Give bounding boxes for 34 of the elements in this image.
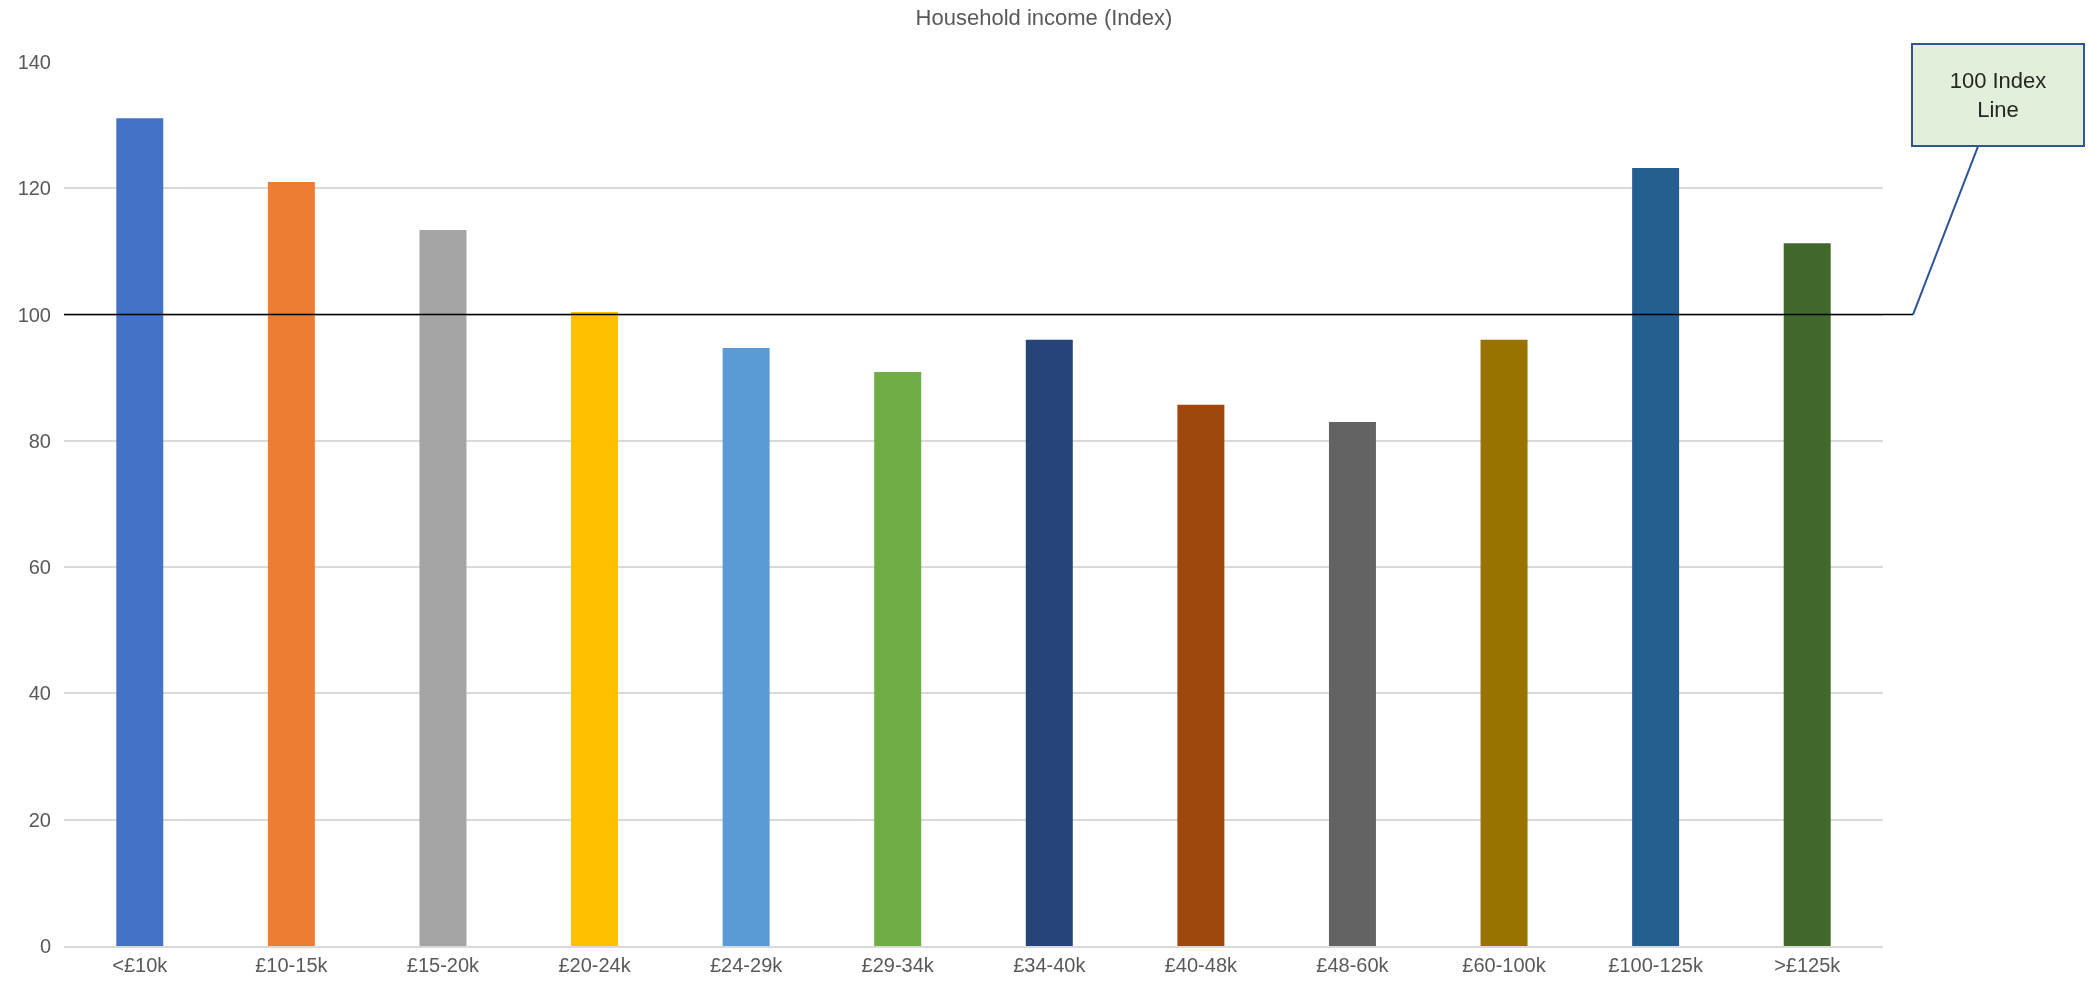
bar (571, 312, 619, 946)
y-tick-label: 140 (17, 51, 51, 73)
x-tick-label: £29-34k (861, 953, 935, 976)
y-tick-label: 120 (17, 177, 51, 200)
bar (267, 181, 315, 946)
ref-line-label: 100 Index Line (1949, 68, 2047, 122)
y-tick-label: 40 (28, 682, 51, 705)
x-tick-label: £60-100k (1462, 953, 1547, 976)
x-tick-label: £15-20k (406, 953, 481, 976)
x-tick-label: £40-48k (1164, 953, 1239, 976)
x-tick-label: £10-15k (255, 953, 329, 976)
x-tick-label: <£10k (112, 953, 169, 976)
x-tick-label: £20-24k (558, 953, 632, 976)
y-tick-label: 80 (28, 429, 51, 452)
bar (722, 348, 770, 946)
y-tick-label: 60 (28, 556, 51, 579)
y-tick-label: 100 (17, 303, 51, 326)
x-tick-label: £48-60k (1316, 953, 1390, 976)
bar (1177, 404, 1225, 946)
x-tick-label: £100-125k (1608, 953, 1704, 976)
bar (1025, 339, 1073, 946)
bar (1783, 243, 1831, 946)
bar (1632, 168, 1680, 946)
y-tick-label: 0 (39, 935, 51, 957)
x-tick-label: £34-40k (1013, 953, 1087, 976)
x-tick-label: £24-29k (709, 953, 784, 976)
chart-title: Household income (Index) (915, 5, 1173, 31)
bar (419, 229, 467, 946)
y-tick-label: 20 (28, 808, 51, 831)
bar (1328, 421, 1376, 946)
x-tick-label: >£125k (1774, 953, 1842, 976)
bar (874, 372, 922, 946)
bar (116, 118, 164, 946)
bar (1480, 339, 1528, 946)
